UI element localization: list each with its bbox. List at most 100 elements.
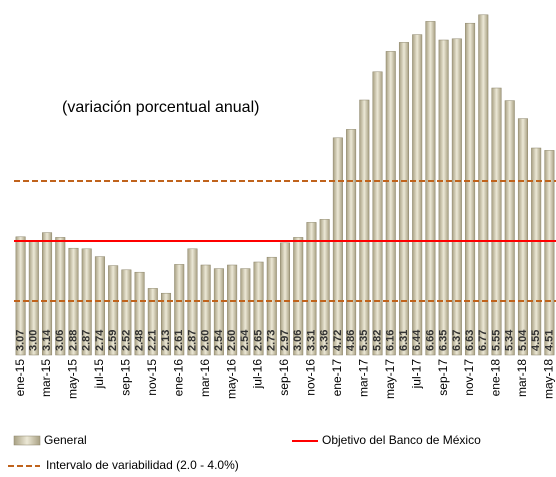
annotation: (variación porcentual anual) [62,99,259,116]
bar [134,271,145,356]
bar [517,118,528,356]
value-label: 4.72 [332,330,344,351]
bar [491,87,502,356]
bar [266,256,277,356]
bar [306,222,317,356]
value-label: 2.59 [107,330,119,351]
bar [372,71,383,356]
x-tick-label: jul-15 [92,359,106,390]
value-label: 6.66 [424,330,436,351]
value-label: 5.34 [504,329,516,351]
bar [385,51,396,356]
bar [227,264,238,356]
value-label: 3.31 [305,330,317,351]
value-label: 2.52 [120,330,132,351]
bar [438,39,449,356]
legend-label: Objetivo del Banco de México [322,433,481,447]
value-label: 2.87 [81,330,93,351]
x-tick-label: ene-18 [489,359,503,397]
x-tick-label: mar-15 [39,359,53,397]
value-label: 4.55 [530,330,542,351]
bar [425,21,436,356]
value-label: 2.48 [133,330,145,351]
value-label: 6.16 [385,330,397,351]
bar [398,42,409,356]
bar [478,14,489,356]
value-label: 2.21 [147,330,159,351]
value-label: 2.97 [279,330,291,351]
value-label: 3.00 [28,330,40,351]
value-label: 2.73 [266,330,278,351]
bar [108,265,119,356]
value-label: 2.74 [94,329,106,351]
x-tick-label: sep-16 [277,359,291,396]
value-label: 5.82 [371,330,383,351]
x-tick-label: may-16 [224,359,238,399]
value-label: 6.31 [398,330,410,351]
x-tick-label: sep-17 [436,359,450,396]
x-tick-label: may-17 [383,359,397,399]
value-label: 2.54 [239,329,251,351]
x-tick-label: ene-17 [330,359,344,397]
value-label: 6.44 [411,329,423,351]
value-label: 2.60 [200,330,212,351]
x-tick-label: mar-17 [356,359,370,397]
value-label: 3.07 [15,330,27,351]
bar [253,261,264,356]
x-tick-label: ene-16 [171,359,185,397]
value-label: 2.61 [173,330,185,351]
value-label: 4.86 [345,330,357,351]
bar [240,268,251,356]
value-label: 6.37 [451,330,463,351]
x-tick-label: nov-15 [145,359,159,396]
x-tick-label: may-18 [542,359,556,399]
bar [332,137,343,356]
value-label: 2.87 [186,330,198,351]
value-label: 6.63 [464,330,476,351]
bar [42,232,53,356]
legend-swatch [13,435,41,446]
x-tick-label: jul-16 [251,359,265,390]
value-label: 4.51 [543,330,555,351]
value-label: 5.55 [490,330,502,351]
bar [161,292,172,356]
x-tick-label: mar-16 [198,359,212,397]
value-label: 2.54 [213,329,225,351]
value-label: 3.36 [319,330,331,351]
bar [94,256,105,356]
x-tick-label: nov-17 [462,359,476,396]
bar [213,268,224,356]
value-label: 3.06 [292,330,304,351]
x-tick-label: nov-16 [304,359,318,396]
x-tick-label: mar-18 [515,359,529,397]
x-tick-label: sep-15 [119,359,133,396]
value-label: 2.13 [160,330,172,351]
legend-label: Intervalo de variabilidad (2.0 - 4.0%) [46,458,239,472]
bar [346,129,357,356]
bar [147,288,158,356]
value-label: 6.35 [438,330,450,351]
bar [293,237,304,356]
value-label: 2.60 [226,330,238,351]
x-tick-label: jul-17 [409,359,423,390]
x-tick-label: ene-15 [13,359,27,397]
bar [174,264,185,356]
bar [412,34,423,356]
value-label: 5.35 [358,330,370,351]
bar [200,264,211,356]
bar [55,237,66,356]
bar [504,100,515,356]
bar [279,242,291,356]
x-tick-label: may-15 [66,359,80,399]
value-label: 2.88 [67,330,79,351]
bar [451,38,462,356]
value-label: 5.04 [517,329,529,351]
value-label: 2.65 [252,330,264,351]
value-label: 3.14 [41,329,53,351]
legend-label: General [44,433,87,447]
bar [544,150,555,356]
bar [121,269,132,356]
bar [359,99,370,356]
bar [531,147,542,356]
